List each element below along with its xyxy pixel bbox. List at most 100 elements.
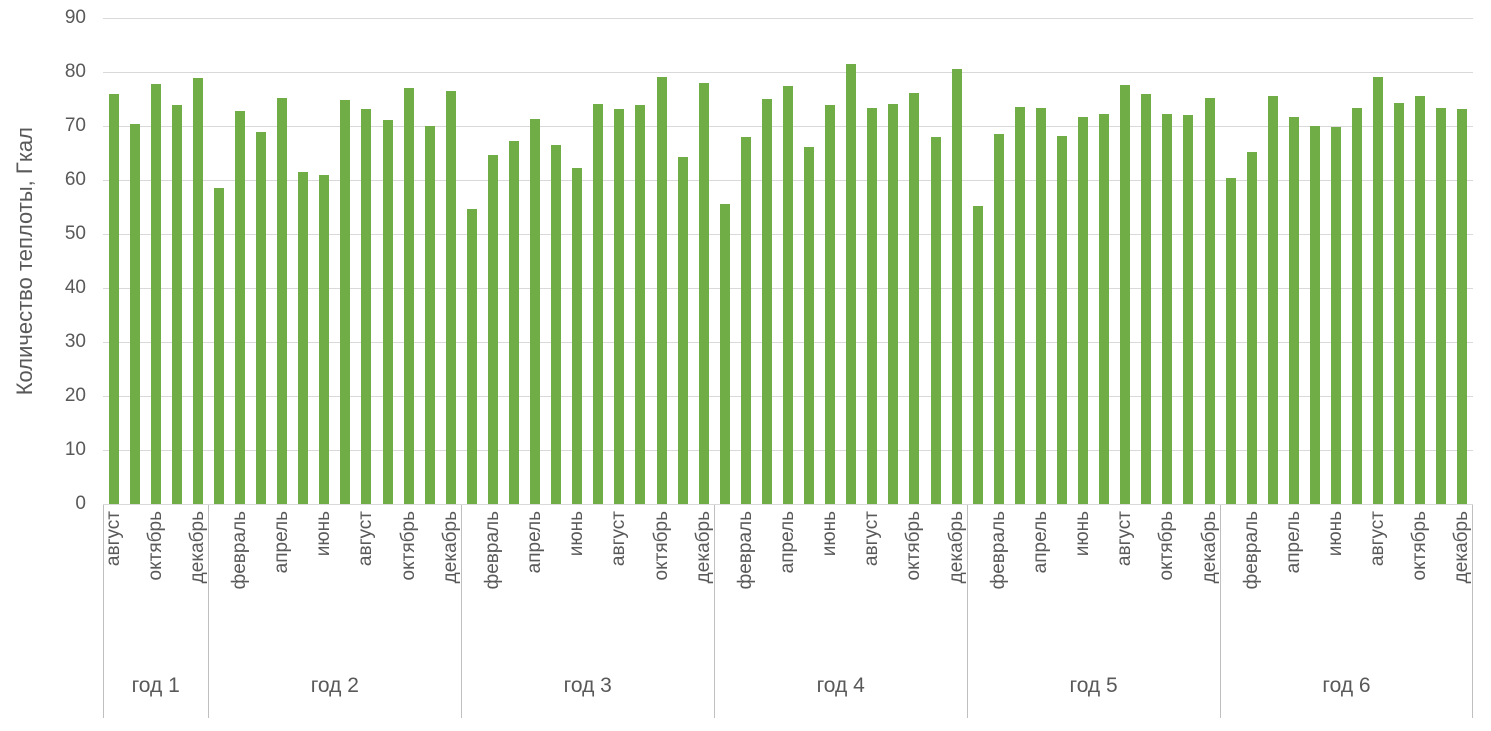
- x-tick-label: апрель: [1283, 511, 1305, 661]
- bar: [1457, 108, 1468, 504]
- x-tick-label-text: октябрь: [397, 511, 419, 581]
- bar: [1352, 107, 1363, 504]
- x-tick-label: февраль: [735, 511, 757, 661]
- bar: [783, 86, 793, 504]
- x-tick-label-text: февраль: [734, 511, 756, 590]
- year-group-label: год 5: [1069, 674, 1118, 697]
- bar: [951, 69, 962, 504]
- x-tick-label-text: апрель: [271, 511, 293, 574]
- bar: [466, 209, 477, 504]
- bar: [171, 104, 182, 504]
- category-separator: [967, 505, 968, 718]
- bar: [846, 64, 857, 504]
- x-tick-label: апрель: [524, 511, 546, 661]
- bar: [1078, 117, 1089, 504]
- x-tick-label: декабрь: [1451, 511, 1473, 661]
- bar: [192, 77, 203, 504]
- bar: [930, 136, 941, 504]
- x-tick-label: октябрь: [651, 511, 673, 661]
- bar: [1225, 177, 1236, 504]
- x-tick-label: июнь: [566, 511, 588, 661]
- x-tick-label-text: июнь: [566, 511, 588, 557]
- x-tick-label: июнь: [1325, 511, 1347, 661]
- bar: [340, 100, 351, 504]
- x-tick-label-text: октябрь: [903, 511, 925, 581]
- year-group-label: год 1: [131, 674, 180, 697]
- y-tick-label: 70: [64, 115, 86, 136]
- x-tick-label-text: октябрь: [650, 511, 672, 581]
- bar: [361, 109, 372, 504]
- x-tick-label-text: август: [102, 511, 124, 567]
- bar: [277, 97, 288, 504]
- x-tick-label: декабрь: [440, 511, 462, 661]
- bar: [698, 82, 709, 504]
- bar: [825, 105, 836, 504]
- bar: [635, 105, 646, 504]
- bar: [1331, 127, 1341, 504]
- y-tick-label: 60: [64, 169, 86, 190]
- year-group-label: год 6: [1322, 674, 1371, 697]
- category-separator: [461, 505, 462, 718]
- bar: [888, 103, 899, 504]
- x-tick-label: декабрь: [1199, 511, 1221, 661]
- y-tick-label: 0: [75, 493, 86, 514]
- year-group-label: год 3: [563, 674, 612, 697]
- y-axis-title: Количество теплоты, Гкал: [4, 18, 46, 504]
- year-group-label: год 2: [310, 674, 359, 697]
- x-tick-label: август: [861, 511, 883, 661]
- x-tick-label: декабрь: [946, 511, 968, 661]
- x-tick-label-text: август: [861, 511, 883, 567]
- bar: [403, 87, 414, 504]
- bar: [1183, 115, 1194, 504]
- x-tick-label-text: декабрь: [1451, 511, 1473, 584]
- category-separator: [208, 505, 209, 718]
- x-tick-label-text: июнь: [819, 511, 841, 557]
- bar: [1415, 95, 1426, 504]
- x-tick-label-text: февраль: [987, 511, 1009, 590]
- x-tick-label: октябрь: [398, 511, 420, 661]
- x-tick-label-text: декабрь: [692, 511, 714, 584]
- x-tick-label: февраль: [229, 511, 251, 661]
- category-separator: [1220, 505, 1221, 718]
- gridline-0: [103, 504, 1473, 505]
- category-separator: [714, 505, 715, 718]
- x-tick-label-text: декабрь: [186, 511, 208, 584]
- x-tick-label: август: [1367, 511, 1389, 661]
- x-tick-label-text: июнь: [1325, 511, 1346, 557]
- x-tick-label: август: [103, 511, 125, 661]
- x-tick-label: август: [1114, 511, 1136, 661]
- x-tick-label-text: август: [1367, 511, 1389, 567]
- bar: [213, 188, 224, 504]
- bar: [256, 132, 267, 504]
- bar: [129, 123, 140, 504]
- x-tick-label-text: декабрь: [945, 511, 967, 584]
- bar: [319, 174, 330, 504]
- x-tick-label: август: [355, 511, 377, 661]
- bar: [804, 146, 815, 504]
- y-tick-label: 80: [64, 61, 86, 82]
- x-tick-label-text: октябрь: [1409, 511, 1431, 581]
- x-tick-label-text: октябрь: [144, 511, 166, 581]
- bar: [993, 134, 1004, 504]
- x-tick-label: октябрь: [145, 511, 167, 661]
- bar: [572, 168, 583, 504]
- bar: [1373, 76, 1384, 504]
- bar: [1309, 126, 1320, 504]
- x-tick-label: октябрь: [1409, 511, 1431, 661]
- x-tick-label-text: апрель: [524, 511, 546, 574]
- x-tick-label: февраль: [482, 511, 504, 661]
- gridline-80: [103, 72, 1473, 73]
- bar: [509, 140, 519, 504]
- bar: [424, 126, 435, 504]
- bar: [1267, 95, 1278, 504]
- bar: [1014, 106, 1025, 504]
- bar: [740, 136, 751, 504]
- x-tick-label-text: февраль: [481, 511, 503, 590]
- bar: [1394, 102, 1405, 504]
- bar: [235, 111, 245, 504]
- year-group-label: год 4: [816, 674, 865, 697]
- x-tick-label-text: февраль: [1240, 511, 1262, 590]
- bar: [1246, 152, 1257, 504]
- x-tick-label-text: август: [355, 511, 377, 567]
- bar: [1035, 107, 1046, 504]
